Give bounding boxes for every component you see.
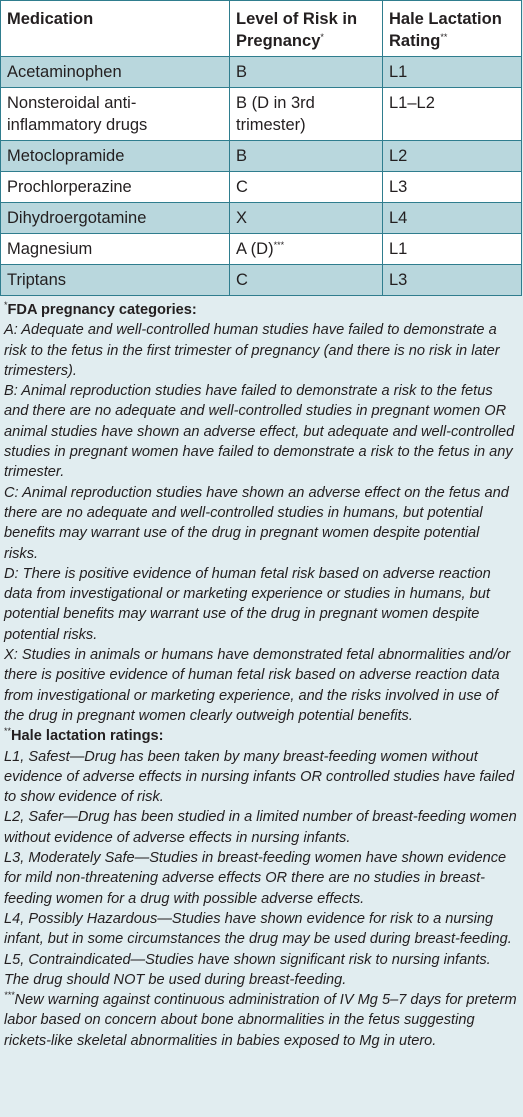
fda-categories-heading: *FDA pregnancy categories:: [4, 300, 517, 320]
cell-risk: B (D in 3rd trimester): [230, 88, 383, 141]
cell-risk: B: [230, 141, 383, 172]
hale-rating-l2: L2, Safer—Drug has been studied in a lim…: [4, 807, 517, 848]
magnesium-warning: ***New warning against continuous admini…: [4, 990, 517, 1051]
cell-lactation: L3: [383, 265, 522, 296]
cell-risk: B: [230, 57, 383, 88]
fda-category-x: X: Studies in animals or humans have dem…: [4, 645, 517, 726]
fda-category-a: A: Adequate and well-controlled human st…: [4, 320, 517, 381]
fda-category-b: B: Animal reproduction studies have fail…: [4, 381, 517, 482]
table-row: Acetaminophen B L1: [1, 57, 522, 88]
medication-table: Medication Level of Risk in Pregnancy* H…: [0, 0, 522, 296]
cell-lactation: L2: [383, 141, 522, 172]
cell-lactation: L1–L2: [383, 88, 522, 141]
cell-lactation: L1: [383, 234, 522, 265]
hale-rating-l5: L5, Contraindicated—Studies have shown s…: [4, 950, 517, 991]
hale-rating-l4: L4, Possibly Hazardous—Studies have show…: [4, 909, 517, 950]
cell-medication: Metoclopramide: [1, 141, 230, 172]
table-row: Prochlorperazine C L3: [1, 172, 522, 203]
hale-rating-l1: L1, Safest—Drug has been taken by many b…: [4, 747, 517, 808]
fda-category-c: C: Animal reproduction studies have show…: [4, 483, 517, 564]
table-row: Dihydroergotamine X L4: [1, 203, 522, 234]
cell-risk: A (D)***: [230, 234, 383, 265]
hale-rating-l3: L3, Moderately Safe—Studies in breast-fe…: [4, 848, 517, 909]
table-row: Nonsteroidal anti-inflammatory drugs B (…: [1, 88, 522, 141]
cell-lactation: L4: [383, 203, 522, 234]
cell-risk: C: [230, 265, 383, 296]
footnote-mark: **: [440, 32, 447, 42]
table-header-row: Medication Level of Risk in Pregnancy* H…: [1, 1, 522, 57]
hale-ratings-heading: **Hale lactation ratings:: [4, 726, 517, 746]
footnote-mark: ***: [274, 240, 285, 250]
fda-category-d: D: There is positive evidence of human f…: [4, 564, 517, 645]
cell-medication: Acetaminophen: [1, 57, 230, 88]
cell-lactation: L1: [383, 57, 522, 88]
header-medication: Medication: [1, 1, 230, 57]
cell-medication: Dihydroergotamine: [1, 203, 230, 234]
cell-medication: Triptans: [1, 265, 230, 296]
header-risk-in-pregnancy: Level of Risk in Pregnancy*: [230, 1, 383, 57]
cell-risk: X: [230, 203, 383, 234]
cell-medication: Prochlorperazine: [1, 172, 230, 203]
table-footnotes: *FDA pregnancy categories: A: Adequate a…: [0, 296, 523, 1051]
footnote-mark: *: [320, 32, 324, 42]
cell-medication: Magnesium: [1, 234, 230, 265]
cell-lactation: L3: [383, 172, 522, 203]
cell-risk: C: [230, 172, 383, 203]
header-hale-lactation-rating: Hale Lactation Rating**: [383, 1, 522, 57]
cell-medication: Nonsteroidal anti-inflammatory drugs: [1, 88, 230, 141]
table-row: Magnesium A (D)*** L1: [1, 234, 522, 265]
table-row: Triptans C L3: [1, 265, 522, 296]
table-row: Metoclopramide B L2: [1, 141, 522, 172]
